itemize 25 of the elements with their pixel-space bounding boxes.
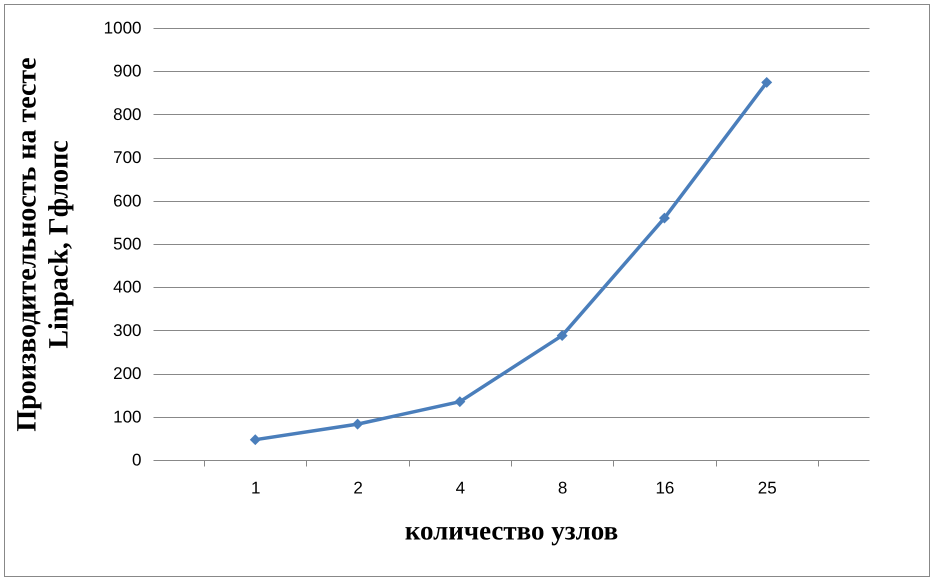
x-tick-label: 8 <box>558 478 568 498</box>
point <box>556 330 568 342</box>
point <box>454 396 466 408</box>
y-tick-label: 200 <box>113 364 142 384</box>
x-tick-label: 4 <box>456 478 466 498</box>
x-tick-label: 1 <box>251 478 261 498</box>
point <box>352 418 364 430</box>
y-tick-label: 800 <box>113 104 142 124</box>
y-tick-label: 100 <box>113 407 142 426</box>
x-tick-label: 16 <box>655 478 674 498</box>
point <box>761 76 772 88</box>
y-tick-label: 700 <box>113 148 142 168</box>
y-tick-label: 1000 <box>104 18 142 38</box>
y-tick-label: 600 <box>113 191 142 210</box>
point <box>658 212 670 224</box>
y-axis-title: Производительность на тесте Linpack, Гфлопс <box>12 57 75 432</box>
y-tick-label: 300 <box>113 320 142 340</box>
x-axis-title: количество узлов <box>404 516 618 546</box>
y-tick-label: 900 <box>113 62 142 81</box>
x-tick-label: 2 <box>353 478 363 498</box>
y-tick-label: 500 <box>113 234 142 254</box>
y-tick-label: 0 <box>132 450 142 470</box>
x-tick-label: 25 <box>758 478 777 498</box>
point <box>250 434 261 446</box>
y-tick-label: 400 <box>113 278 142 297</box>
